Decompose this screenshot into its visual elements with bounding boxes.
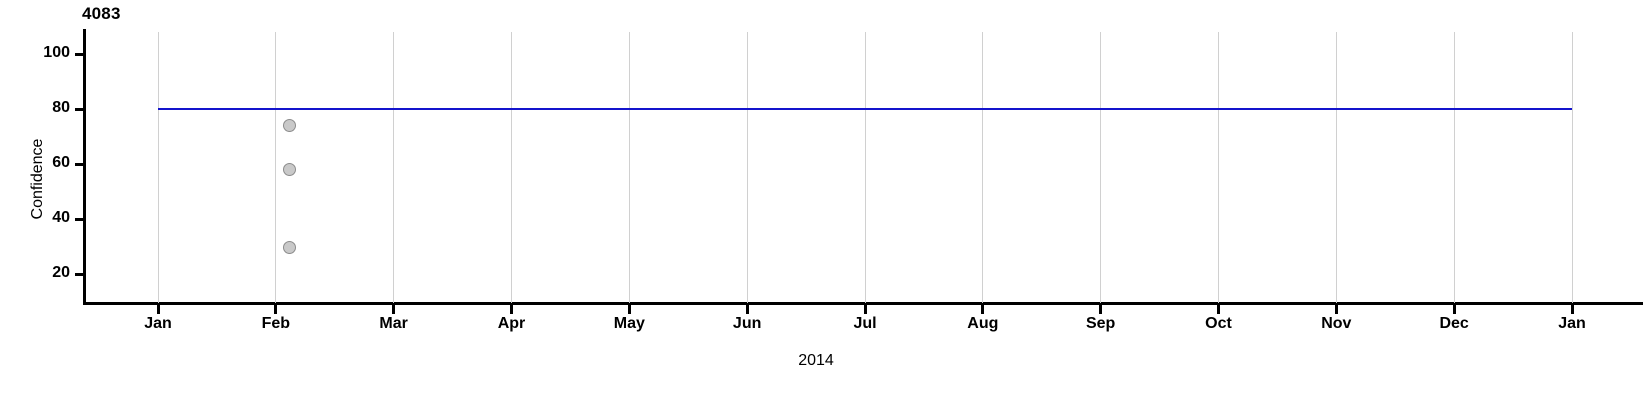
y-tick-label: 100 — [43, 44, 70, 62]
x-tick-mark — [1570, 304, 1574, 314]
x-tick-mark — [274, 304, 278, 314]
x-tick-mark — [745, 304, 749, 314]
gridline-vertical — [157, 32, 159, 303]
x-tick-label: Jan — [144, 315, 172, 332]
x-tick-label: Mar — [379, 315, 408, 332]
x-tick-mark — [981, 304, 985, 314]
x-tick-mark — [510, 304, 513, 314]
y-axis-line — [83, 29, 86, 305]
x-tick-mark — [1334, 304, 1338, 314]
y-tick-mark — [75, 52, 84, 56]
x-tick-mark — [1452, 304, 1456, 314]
y-tick-mark — [75, 272, 84, 276]
x-tick-label: Jul — [853, 315, 877, 332]
gridline-vertical — [1335, 32, 1337, 303]
gridline-vertical — [511, 32, 512, 303]
x-tick-label: Aug — [967, 315, 999, 332]
x-axis-line — [83, 302, 1643, 305]
gridline-vertical — [393, 32, 395, 303]
y-tick-mark — [75, 217, 84, 221]
x-tick-label: Feb — [261, 315, 291, 332]
data-point[interactable] — [282, 118, 296, 132]
x-tick-label: Sep — [1085, 315, 1116, 332]
gridline-vertical — [628, 32, 630, 303]
gridline-vertical — [746, 32, 748, 303]
gridline-vertical — [1100, 32, 1102, 303]
x-axis-title-text: 2014 — [798, 352, 834, 369]
gridline-vertical — [982, 32, 984, 303]
x-tick-mark — [156, 304, 160, 314]
y-tick-label: 60 — [52, 154, 70, 172]
y-tick-label: 40 — [52, 209, 70, 227]
x-tick-label: Jun — [732, 315, 762, 332]
threshold-line — [158, 108, 1572, 111]
data-point[interactable] — [282, 162, 296, 176]
y-tick-mark — [75, 107, 84, 111]
x-tick-label: Jan — [1558, 315, 1586, 332]
x-tick-mark — [863, 304, 867, 314]
x-tick-label: Nov — [1321, 315, 1352, 332]
x-tick-label: Dec — [1439, 315, 1469, 332]
x-tick-mark — [1099, 304, 1103, 314]
y-tick-label: 20 — [52, 264, 70, 282]
x-tick-label: Apr — [497, 315, 526, 332]
x-tick-label: May — [613, 315, 645, 332]
x-axis-title: 2014 — [0, 352, 1650, 370]
gridline-vertical — [864, 32, 866, 303]
y-axis-title: Confidence — [29, 138, 46, 220]
y-tick-mark — [75, 162, 84, 166]
chart-title: 4083 — [82, 4, 121, 23]
y-tick-label: 80 — [52, 99, 70, 117]
data-point[interactable] — [282, 241, 296, 255]
x-tick-mark — [1217, 304, 1220, 314]
x-tick-label: Oct — [1205, 315, 1232, 332]
gridline-vertical — [1453, 32, 1455, 303]
gridline-vertical — [1571, 32, 1573, 303]
x-tick-mark — [627, 304, 631, 314]
x-tick-mark — [392, 304, 396, 314]
gridline-vertical — [275, 32, 277, 303]
gridline-vertical — [1218, 32, 1219, 303]
